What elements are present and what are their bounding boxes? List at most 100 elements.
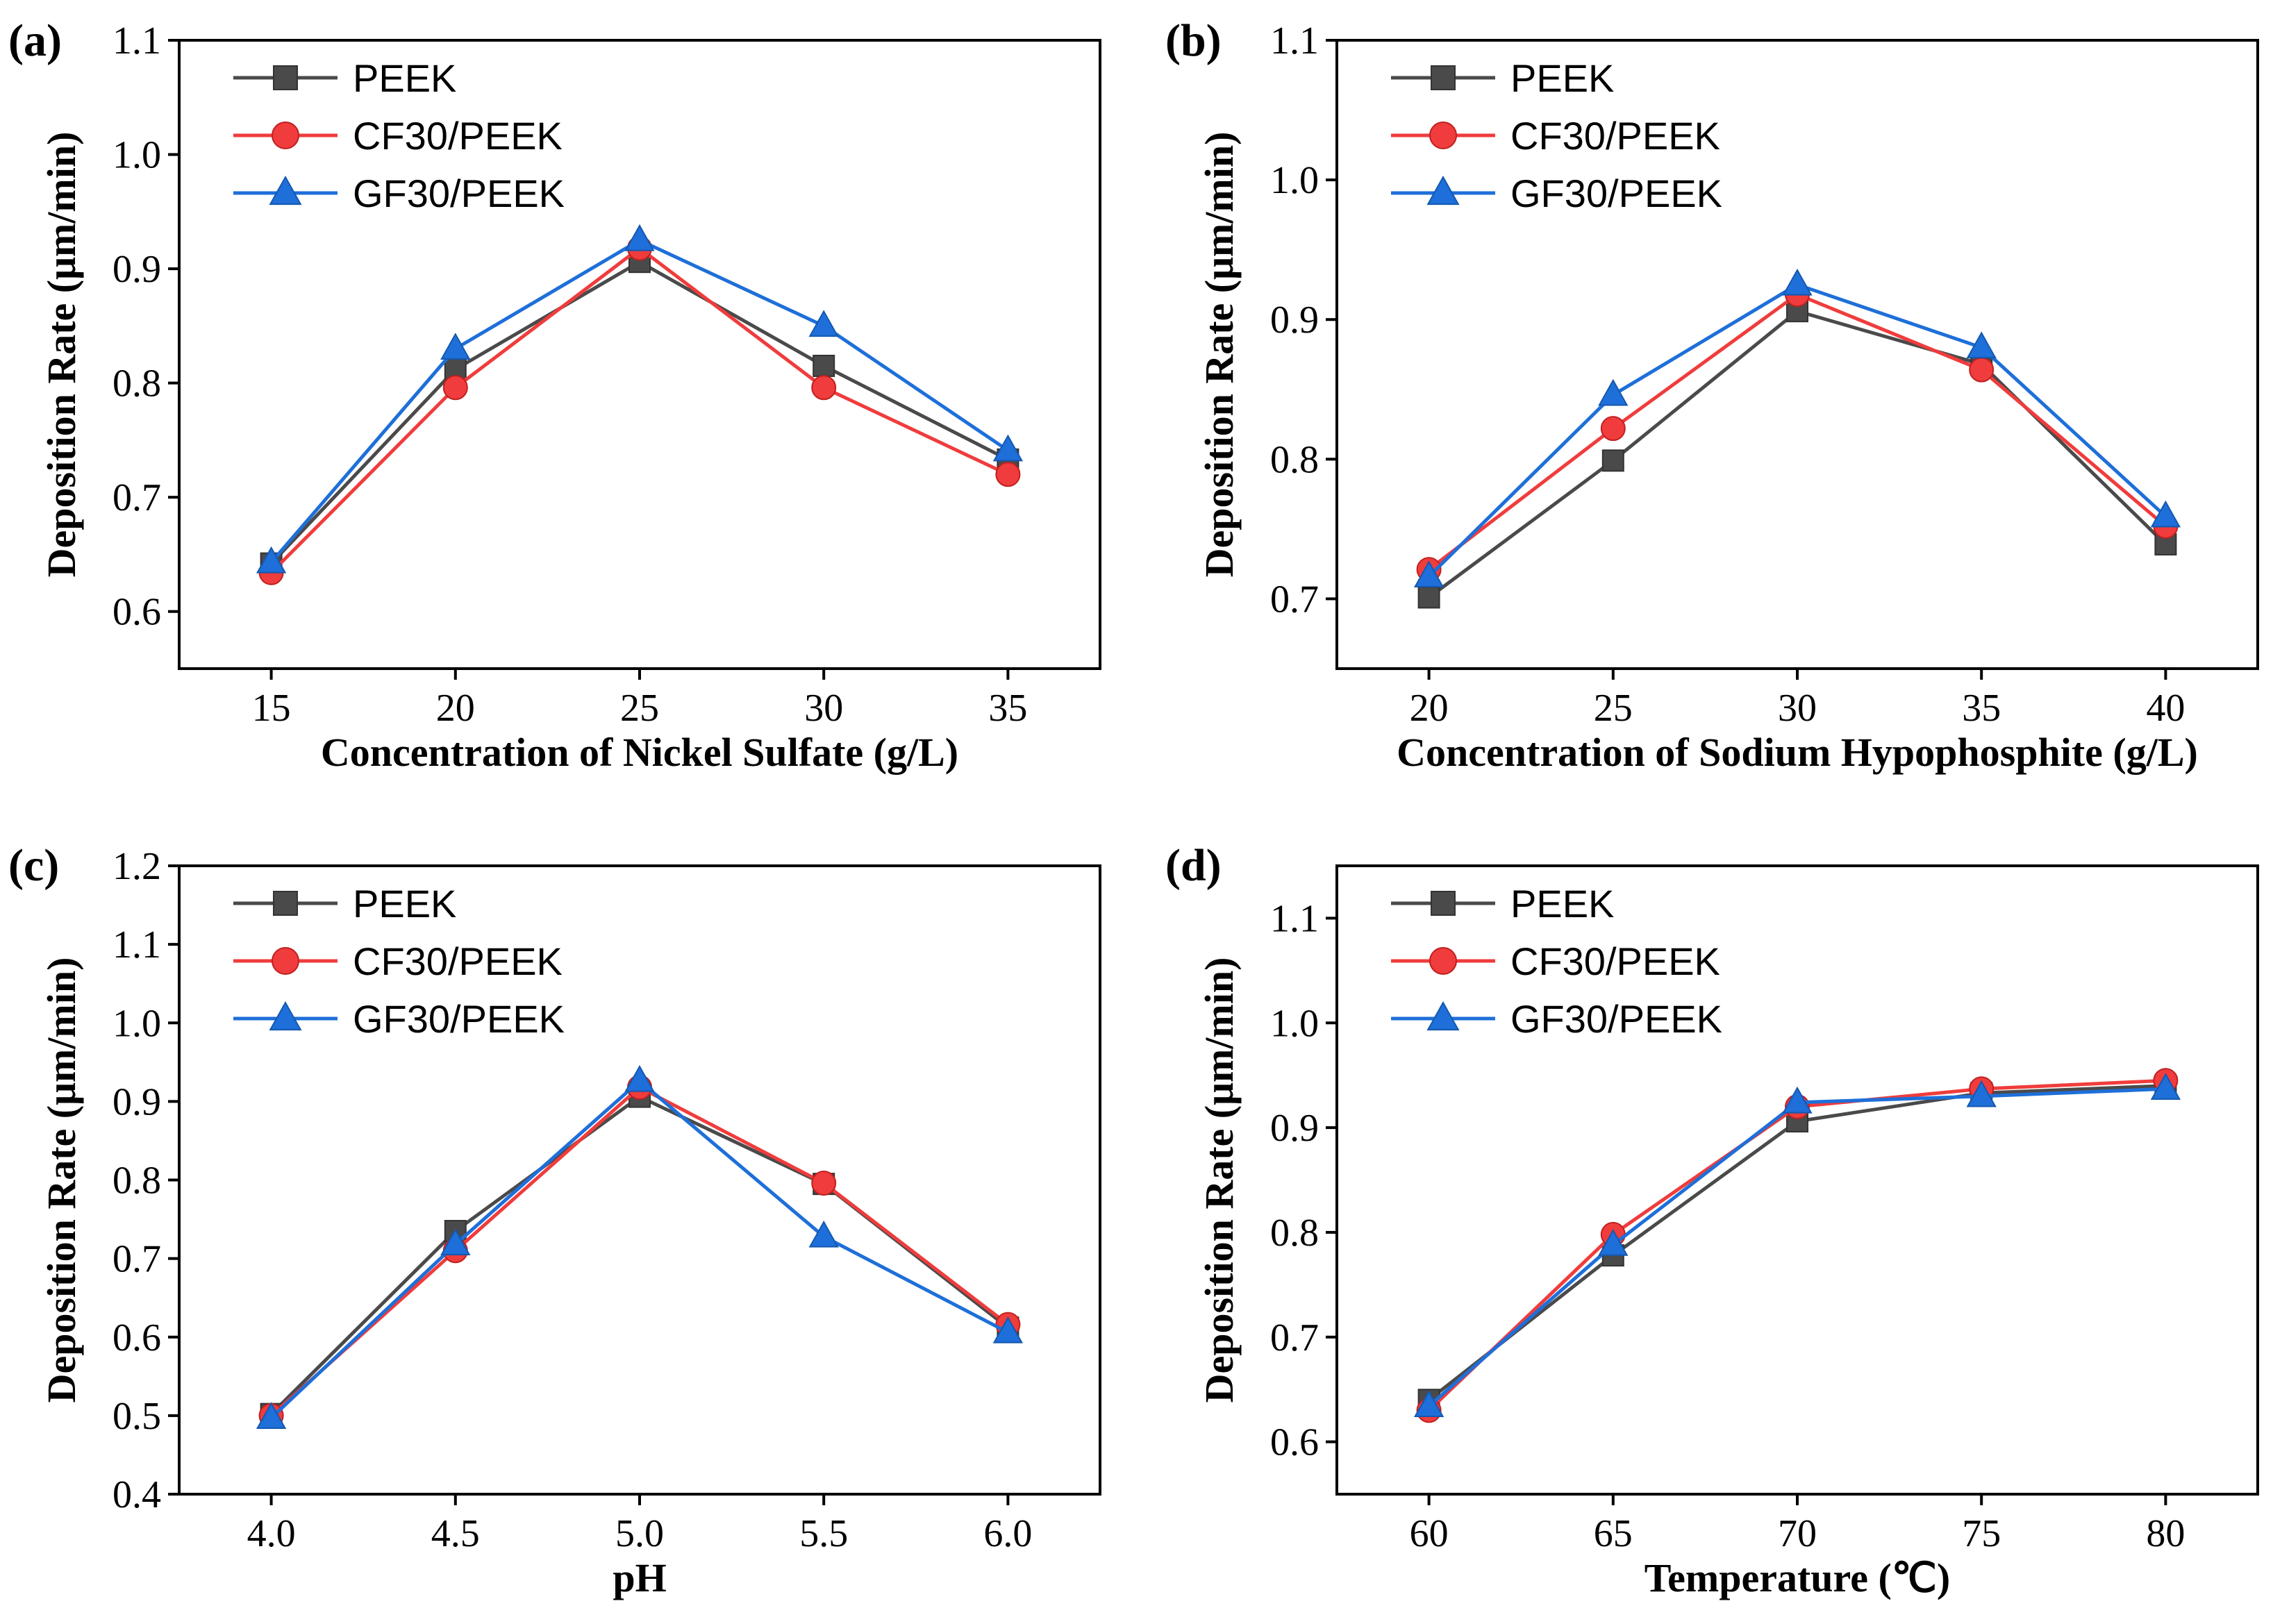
x-axis-title: Temperature (℃) [1645,1555,1950,1600]
y-tick-label: 1.0 [1270,159,1319,202]
legend-label: PEEK [1510,882,1614,926]
data-point [1598,378,1629,406]
y-tick-label: 0.7 [1270,578,1319,621]
y-tick-label: 1.0 [1270,1002,1319,1045]
legend-label: PEEK [1510,56,1614,100]
data-point [256,1402,287,1429]
legend: PEEK CF30/PEEK GF30/PEEK [1391,882,1722,1041]
panel-label: (c) [8,840,59,891]
data-point [440,333,471,360]
y-tick-label: 0.7 [113,1238,161,1281]
chart-panel-b: (b) 0.7 0.8 0.9 1.0 1.1 20 25 30 35 40Concentratio… [1165,15,2259,775]
data-point [1782,268,1813,296]
y-tick-label: 0.5 [113,1395,161,1438]
legend-marker [269,175,302,206]
x-tick-label: 35 [1962,687,2001,730]
x-tick-label: 35 [988,687,1027,730]
data-point [992,434,1024,462]
data-point [1966,1080,1997,1107]
series-peek [1417,300,2177,609]
data-point [1413,560,1444,587]
x-tick-label: 25 [620,687,659,730]
data-point [811,1171,837,1196]
legend-label: CF30/PEEK [353,939,563,983]
legend-label: GF30/PEEK [353,997,565,1041]
x-tick-label: 4.5 [431,1512,480,1555]
y-tick-label: 0.9 [1270,299,1319,342]
y-tick-label: 1.1 [1270,897,1319,940]
y-tick-label: 0.7 [1270,1316,1319,1359]
data-point [256,546,287,574]
data-point [808,310,839,337]
x-tick-label: 60 [1410,1512,1449,1555]
x-axis-title: pH [613,1555,666,1600]
series-cf30-peek [258,1075,1021,1428]
legend-marker [1429,947,1457,975]
legend-label: PEEK [353,882,456,926]
series-line [269,1095,1009,1416]
y-tick-label: 1.1 [113,923,161,966]
data-point [995,462,1021,487]
series-gf30-peek [256,1064,1024,1429]
legend-marker [273,65,298,90]
y-tick-label: 1.0 [113,1002,161,1045]
legend-marker [1429,122,1457,149]
panel-label: (b) [1165,15,1222,66]
series-line [269,238,1009,564]
chart-panel-d: (d) 0.6 0.7 0.8 0.9 1.0 1.1 60 65 70 75 80 Temperatu… [1165,840,2259,1600]
x-tick-label: 4.0 [247,1512,296,1555]
data-point [1601,449,1624,472]
y-tick-label: 1.2 [113,845,161,888]
legend-marker [1431,65,1456,90]
series-line [269,1079,1009,1420]
x-axis-title: Concentration of Nickel Sulfate (g/L) [321,730,958,775]
data-point [2150,1073,2181,1100]
series-peek [260,251,1019,575]
chart-panel-c: (c) 0.4 0.5 0.6 0.7 0.8 0.9 1.0 1.1 1.2 4.0 4.5 5.0 5… [8,840,1101,1600]
y-tick-label: 1.1 [113,19,161,62]
legend: PEEK CF30/PEEK GF30/PEEK [233,56,565,215]
x-tick-label: 6.0 [983,1512,1032,1555]
legend-marker [269,1001,302,1031]
x-tick-label: 65 [1594,1512,1633,1555]
legend-label: PEEK [353,56,456,100]
x-axis-title: Concentration of Sodium Hypophosphite (g… [1397,730,2198,775]
panel-label: (a) [8,15,62,66]
series-gf30-peek [1413,1073,2181,1417]
series-line [1428,292,2167,571]
legend-label: GF30/PEEK [1510,171,1722,215]
x-tick-label: 30 [1778,687,1817,730]
series-cf30-peek [258,235,1021,585]
panel-label: (d) [1165,840,1222,891]
y-tick-label: 0.7 [113,476,161,519]
data-point [2150,500,2181,528]
data-point [442,375,468,401]
series-peek [260,1085,1019,1425]
x-tick-label: 30 [804,687,843,730]
y-tick-label: 0.8 [113,362,161,405]
series-cf30-peek [1416,282,2179,583]
legend-marker [1431,891,1456,916]
series-line [269,246,1009,574]
series-peek [1417,1074,2177,1412]
y-axis-title: Deposition Rate (μm/min) [1197,957,1242,1403]
y-tick-label: 0.8 [1270,438,1319,481]
legend-label: GF30/PEEK [353,171,565,215]
data-point [624,1064,655,1092]
y-tick-label: 0.8 [1270,1212,1319,1255]
x-tick-label: 20 [436,687,475,730]
y-tick-label: 0.6 [113,591,161,634]
series-line [1427,1087,2166,1408]
y-axis-title: Deposition Rate (μm/min) [39,132,84,578]
y-tick-label: 0.6 [1270,1421,1319,1464]
legend: PEEK CF30/PEEK GF30/PEEK [1391,56,1722,215]
y-axis-title: Deposition Rate (μm/min) [39,957,84,1403]
y-tick-label: 1.1 [1270,19,1319,62]
series-line [1428,309,2167,599]
series-gf30-peek [1413,268,2181,587]
x-tick-label: 5.0 [615,1512,664,1555]
y-tick-label: 0.4 [113,1473,161,1516]
series-line [1428,1084,2166,1402]
data-point [1417,586,1440,609]
data-point [1413,1390,1444,1417]
